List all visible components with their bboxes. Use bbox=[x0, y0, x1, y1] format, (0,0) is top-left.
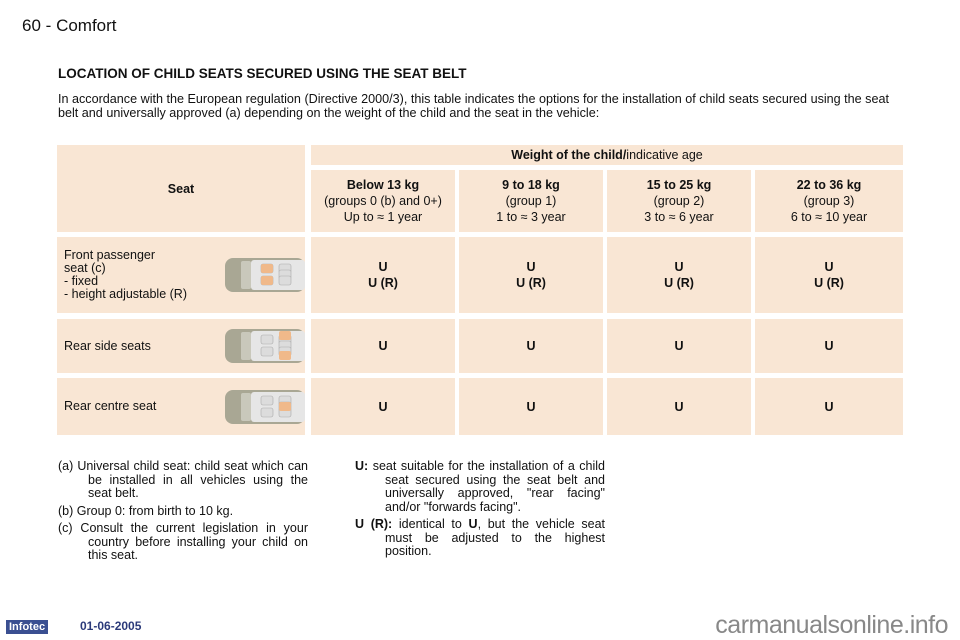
weight-header-rest: indicative age bbox=[626, 148, 703, 162]
column-group: (groups 0 (b) and 0+) bbox=[324, 194, 442, 208]
legend-u-key: U: bbox=[355, 459, 369, 473]
column-weight: 22 to 36 kg bbox=[796, 178, 862, 192]
column-age: 1 to ≈ 3 year bbox=[496, 210, 566, 224]
seat-row-label: Rear side seats bbox=[57, 319, 305, 373]
page-header: 60 - Comfort bbox=[22, 16, 117, 36]
legend-ur: U (R): identical to U, but the vehicle s… bbox=[355, 517, 606, 559]
compatibility-value: U (R) bbox=[814, 276, 844, 290]
compatibility-value: U bbox=[526, 399, 536, 414]
compatibility-value: U bbox=[674, 339, 684, 353]
column-header: 15 to 25 kg (group 2) 3 to ≈ 6 year bbox=[607, 170, 751, 232]
intro-paragraph: In accordance with the European regulati… bbox=[58, 92, 889, 120]
seat-row-label: Rear centre seat bbox=[57, 378, 305, 435]
legend-u: U: seat suitable for the installation of… bbox=[355, 459, 605, 514]
seat-label-line: - fixed bbox=[64, 274, 99, 288]
seat-label-line: Front passenger bbox=[64, 248, 156, 262]
compatibility-value: U (R) bbox=[516, 276, 546, 290]
compatibility-value: U bbox=[824, 260, 834, 274]
legend-ur-text: identical to bbox=[392, 517, 469, 531]
seat-compatibility-cell: U bbox=[311, 378, 455, 435]
footnote-b: (b) Group 0: from birth to 10 kg. bbox=[58, 503, 234, 518]
car-seat-diagram-icon bbox=[225, 258, 305, 292]
seat-compatibility-cell: U U (R) bbox=[755, 237, 903, 313]
column-weight: 9 to 18 kg bbox=[502, 178, 560, 192]
column-age: 3 to ≈ 6 year bbox=[644, 210, 714, 224]
column-age: 6 to ≈ 10 year bbox=[790, 210, 868, 224]
seat-compatibility-cell: U bbox=[459, 319, 603, 373]
column-weight: 15 to 25 kg bbox=[646, 178, 712, 192]
seat-compatibility-cell: U bbox=[607, 319, 751, 373]
weight-header: Weight of the child/indicative age bbox=[311, 145, 903, 165]
legend-ur-key: U (R): bbox=[355, 517, 393, 531]
column-group: (group 2) bbox=[653, 194, 705, 208]
legend-u-text: seat suitable for the installation of a … bbox=[368, 459, 605, 514]
compatibility-value: U bbox=[674, 399, 684, 414]
car-seat-diagram-icon bbox=[225, 389, 305, 424]
seat-label-line: seat (c) bbox=[64, 261, 106, 275]
seat-compatibility-cell: U bbox=[607, 378, 751, 435]
compatibility-value: U bbox=[378, 339, 388, 353]
column-group: (group 3) bbox=[803, 194, 855, 208]
seat-label-line: Rear side seats bbox=[64, 338, 151, 353]
column-age: Up to ≈ 1 year bbox=[343, 210, 423, 224]
car-seat-diagram-icon bbox=[225, 329, 305, 363]
seat-compatibility-cell: U bbox=[311, 319, 455, 373]
column-group: (group 1) bbox=[505, 194, 557, 208]
column-header: 22 to 36 kg (group 3) 6 to ≈ 10 year bbox=[755, 170, 903, 232]
footnote-a: (a) Universal child seat: child seat whi… bbox=[58, 459, 308, 500]
seat-compatibility-cell: U U (R) bbox=[311, 237, 455, 313]
seat-label-line: Rear centre seat bbox=[64, 399, 157, 413]
compatibility-value: U bbox=[824, 399, 834, 414]
seat-compatibility-cell: U U (R) bbox=[459, 237, 603, 313]
legend: U: seat suitable for the installation of… bbox=[355, 459, 606, 563]
watermark: carmanualsonline.info bbox=[715, 611, 948, 639]
compatibility-value: U bbox=[526, 339, 536, 353]
seat-row-label: Front passenger seat (c) - fixed - height a… bbox=[57, 237, 305, 313]
infotec-logo: Infotec bbox=[6, 620, 49, 634]
compatibility-value: U bbox=[378, 260, 388, 274]
seat-compatibility-cell: U bbox=[755, 378, 903, 435]
seat-label-line: - height adjustable (R) bbox=[64, 287, 187, 301]
column-weight: Below 13 kg bbox=[346, 178, 420, 192]
compatibility-value: U bbox=[674, 260, 684, 274]
seat-compatibility-cell: U bbox=[459, 378, 603, 435]
seat-compatibility-cell: U U (R) bbox=[607, 237, 751, 313]
seat-header: Seat bbox=[57, 145, 305, 232]
footer-date: 01-06-2005 bbox=[80, 619, 142, 633]
page-number: 60 bbox=[22, 16, 41, 35]
seat-compatibility-cell: U bbox=[755, 319, 903, 373]
page-title: LOCATION OF CHILD SEATS SECURED USING TH… bbox=[58, 66, 467, 81]
compatibility-value: U bbox=[378, 399, 388, 414]
compatibility-value: U bbox=[526, 260, 536, 274]
footnotes: (a) Universal child seat: child seat whi… bbox=[58, 459, 308, 567]
weight-header-bold: Weight of the child/ bbox=[511, 148, 627, 162]
compatibility-value: U (R) bbox=[664, 276, 694, 290]
legend-ur-text2: , but the vehicle seat must be adjusted … bbox=[385, 517, 606, 558]
section-title: Comfort bbox=[56, 16, 117, 35]
footnote-c: (c) Consult the current legislation in y… bbox=[58, 521, 308, 562]
legend-ur-u: U bbox=[468, 517, 478, 531]
column-header: 9 to 18 kg (group 1) 1 to ≈ 3 year bbox=[459, 170, 603, 232]
seat-header-label: Seat bbox=[167, 181, 195, 196]
separator: - bbox=[45, 16, 52, 35]
compatibility-value: U bbox=[824, 339, 834, 353]
compatibility-value: U (R) bbox=[368, 276, 398, 290]
column-header: Below 13 kg (groups 0 (b) and 0+) Up to ≈ … bbox=[311, 170, 455, 232]
